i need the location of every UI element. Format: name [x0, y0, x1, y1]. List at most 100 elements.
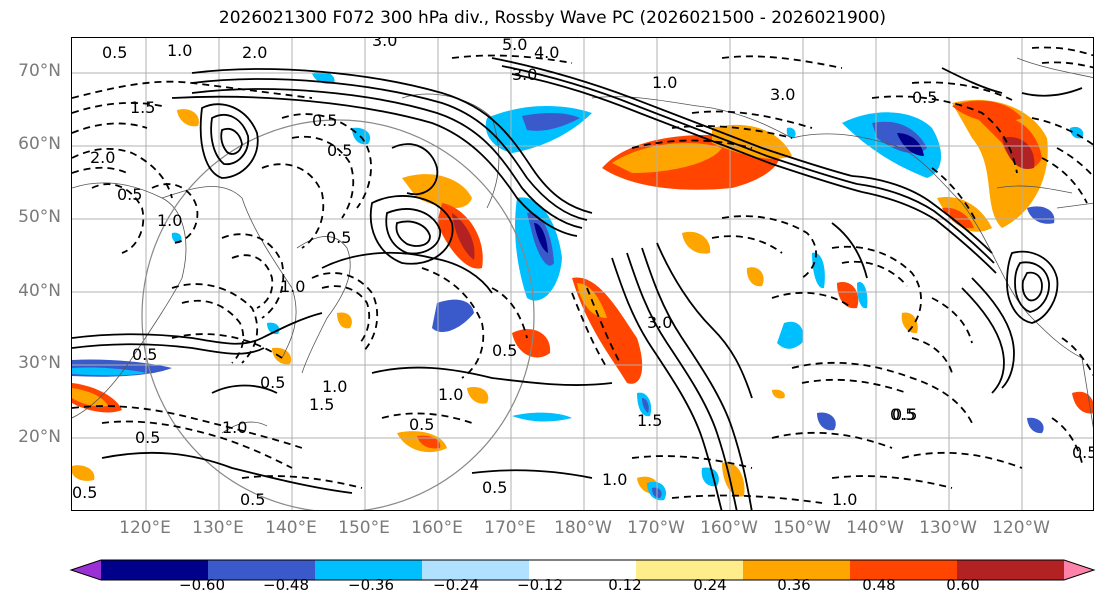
shade-cool	[817, 412, 836, 431]
contour-label: 3.0	[372, 38, 397, 50]
shade-warm	[901, 312, 918, 334]
negative-contours	[72, 46, 1093, 504]
contour-label: 0.5	[72, 483, 97, 502]
contour-label: 0.5	[135, 428, 160, 447]
shade-cool	[897, 133, 924, 156]
lon-label: 150°W	[773, 518, 831, 538]
colorbar-tick: 0.24	[693, 576, 727, 594]
shade-cool	[432, 299, 474, 333]
contour-label: 1.5	[309, 395, 334, 414]
shade-cool	[812, 252, 825, 289]
shade-warm	[72, 465, 95, 481]
contour-label: 0.5	[1072, 443, 1094, 462]
divergence-shading	[72, 71, 1093, 501]
shade-warm	[72, 388, 108, 407]
lon-label: 150°E	[338, 518, 390, 538]
shade-cool	[512, 412, 572, 422]
contour-label: 2.0	[90, 148, 115, 167]
shade-warm	[772, 389, 785, 399]
colorbar-tick: 0.60	[946, 576, 980, 594]
colorbar-tick: 0.36	[777, 576, 811, 594]
shade-cool	[777, 321, 804, 349]
shade-warm	[512, 329, 551, 358]
contour-label: 0.5	[102, 43, 127, 62]
shade-cool	[786, 127, 796, 139]
contour-label: 0.5	[409, 415, 434, 434]
shade-warm	[952, 100, 1022, 123]
colorbar-tick: −0.60	[179, 576, 225, 594]
shade-warm	[177, 109, 199, 127]
contour-label: 3.0	[770, 85, 795, 104]
contour-label: 1.5	[637, 411, 662, 430]
colorbar-tick: −0.24	[433, 576, 479, 594]
shade-cool	[857, 282, 868, 309]
lon-label: 140°E	[265, 518, 317, 538]
lon-label: 160°W	[700, 518, 758, 538]
contour-label: 0.5	[327, 141, 352, 160]
colorbar-outline	[69, 559, 1096, 581]
lon-label: 170°W	[627, 518, 685, 538]
positive-contours	[72, 57, 1083, 510]
shade-cool	[1027, 417, 1044, 434]
contour-label: 0.5	[912, 88, 937, 107]
contour-label: 3.0	[512, 65, 537, 84]
reference-circle	[141, 119, 535, 510]
contour-label: 1.0	[652, 73, 677, 92]
shade-warm	[682, 231, 711, 254]
shade-cool	[701, 467, 719, 487]
lat-label-70n: 70°N	[18, 61, 61, 81]
map-canvas: 0.5 1.0 2.0 3.0 5.0 4.0 3.0 1.0 3.0 0.5 …	[72, 38, 1094, 510]
lat-label-20n: 20°N	[18, 427, 61, 447]
lon-label: 140°W	[846, 518, 904, 538]
contour-label: 1.0	[222, 418, 247, 437]
contour-label: 1.0	[280, 277, 305, 296]
lon-label: 170°E	[484, 518, 536, 538]
contour-label: 1.0	[157, 211, 182, 230]
contour-label: 1.0	[438, 385, 463, 404]
chart-title: 2026021300 F072 300 hPa div., Rossby Wav…	[218, 8, 887, 28]
colorbar-tick: −0.36	[348, 576, 394, 594]
contour-label: 0.5	[117, 185, 142, 204]
shade-warm	[942, 207, 974, 229]
contour-label: 0.5	[312, 111, 337, 130]
colorbar-segment	[1064, 560, 1094, 580]
contour-label: 1.0	[832, 490, 857, 509]
colorbar-segment	[529, 560, 637, 580]
colorbar-segment	[315, 560, 423, 580]
colorbar-segment	[101, 560, 209, 580]
contour-label: 0.5	[326, 228, 351, 247]
shade-warm	[1002, 137, 1035, 169]
contour-label: 4.0	[534, 43, 559, 62]
colorbar-segment	[743, 560, 851, 580]
contour-label: 1.0	[322, 377, 347, 396]
shade-cool	[534, 223, 548, 253]
contour-label: 0.5	[132, 345, 157, 364]
contour-label: 0.5	[482, 478, 507, 497]
lon-label: 180°W	[554, 518, 612, 538]
contour-label-group: 0.5 1.0 2.0 3.0 5.0 4.0 3.0 1.0 3.0 0.5 …	[72, 38, 1094, 509]
lon-label: 120°W	[992, 518, 1050, 538]
shade-cool	[171, 232, 182, 244]
shade-warm	[612, 143, 722, 173]
contour-label: 1.0	[167, 41, 192, 60]
contour-label: 2.0	[242, 43, 267, 62]
shade-cool	[642, 398, 649, 413]
shade-cool	[1027, 206, 1055, 224]
lon-label: 120°E	[119, 518, 171, 538]
colorbar-tick: −0.48	[263, 576, 309, 594]
shade-warm	[712, 124, 792, 159]
shade-warm	[272, 347, 292, 365]
colorbar-segment	[422, 560, 530, 580]
lat-lon-grid	[72, 38, 1093, 510]
colorbar-segment	[636, 560, 744, 580]
contour-label: 0.5	[260, 373, 285, 392]
lat-label-50n: 50°N	[18, 207, 61, 227]
lon-label: 130°E	[192, 518, 244, 538]
lat-label-40n: 40°N	[18, 281, 61, 301]
contour-label: 0.5	[892, 405, 917, 424]
lon-label: 160°E	[411, 518, 463, 538]
shade-warm	[417, 435, 441, 449]
shade-warm	[337, 312, 352, 329]
map-panel: 0.5 1.0 2.0 3.0 5.0 4.0 3.0 1.0 3.0 0.5 …	[71, 37, 1094, 511]
shade-warm	[746, 267, 764, 287]
